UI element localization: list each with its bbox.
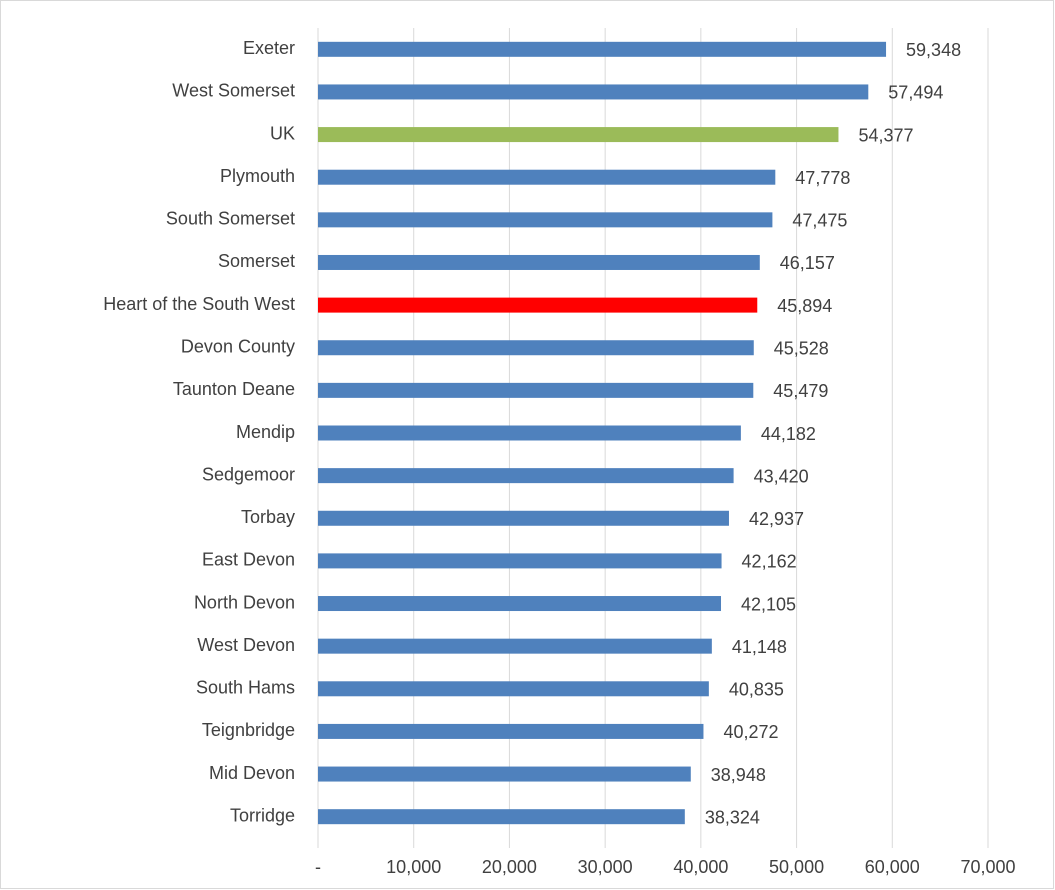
- bar: [318, 510, 729, 526]
- bar: [318, 425, 741, 441]
- value-label: 59,348: [906, 40, 961, 60]
- bar: [318, 382, 754, 398]
- y-tick-label: West Somerset: [172, 81, 295, 101]
- y-tick-label: West Devon: [197, 635, 295, 655]
- value-label: 46,157: [780, 253, 835, 273]
- y-tick-label: Plymouth: [220, 166, 295, 186]
- x-tick-label: 40,000: [673, 857, 728, 877]
- value-label: 42,105: [741, 594, 796, 614]
- bar: [318, 84, 869, 100]
- bar: [318, 596, 722, 612]
- value-label: 44,182: [761, 424, 816, 444]
- bar: [318, 254, 760, 270]
- bar: [318, 723, 704, 739]
- x-tick-label: 50,000: [769, 857, 824, 877]
- bar: [318, 297, 758, 313]
- x-tick-label: 30,000: [578, 857, 633, 877]
- bar: [318, 638, 712, 654]
- bar: [318, 468, 734, 484]
- bar: [318, 340, 754, 356]
- x-tick-label: 70,000: [960, 857, 1015, 877]
- y-tick-label: Torridge: [230, 805, 295, 825]
- y-tick-label: Somerset: [218, 251, 295, 271]
- y-tick-label: Teignbridge: [202, 720, 295, 740]
- value-label: 42,937: [749, 509, 804, 529]
- bar: [318, 553, 722, 569]
- value-label: 47,778: [795, 168, 850, 188]
- y-tick-label: Taunton Deane: [173, 379, 295, 399]
- bar: [318, 212, 773, 228]
- bar: [318, 41, 887, 57]
- y-tick-label: South Hams: [196, 678, 295, 698]
- y-tick-label: Mid Devon: [209, 763, 295, 783]
- y-tick-label: South Somerset: [166, 209, 295, 229]
- bar: [318, 681, 709, 697]
- x-tick-label: 60,000: [865, 857, 920, 877]
- value-label: 57,494: [888, 83, 943, 103]
- value-label: 45,479: [773, 381, 828, 401]
- bar: [318, 766, 691, 782]
- y-tick-label: North Devon: [194, 592, 295, 612]
- x-tick-label: -: [315, 857, 321, 877]
- value-label: 42,162: [742, 552, 797, 572]
- y-tick-label: Heart of the South West: [103, 294, 295, 314]
- x-tick-label: 10,000: [386, 857, 441, 877]
- y-tick-label: UK: [270, 123, 295, 143]
- bar: [318, 169, 776, 185]
- bar: [318, 127, 839, 143]
- value-label: 38,948: [711, 765, 766, 785]
- y-tick-label: Devon County: [181, 336, 295, 356]
- value-label: 40,272: [723, 722, 778, 742]
- value-label: 54,377: [858, 125, 913, 145]
- value-label: 47,475: [792, 211, 847, 231]
- bar: [318, 809, 685, 825]
- x-tick-label: 20,000: [482, 857, 537, 877]
- y-tick-label: Torbay: [241, 507, 295, 527]
- value-label: 45,528: [774, 338, 829, 358]
- y-tick-label: East Devon: [202, 550, 295, 570]
- value-label: 45,894: [777, 296, 832, 316]
- value-label: 41,148: [732, 637, 787, 657]
- y-tick-label: Mendip: [236, 422, 295, 442]
- value-label: 38,324: [705, 807, 760, 827]
- y-tick-label: Sedgemoor: [202, 464, 295, 484]
- value-label: 40,835: [729, 680, 784, 700]
- y-tick-label: Exeter: [243, 38, 295, 58]
- value-label: 43,420: [754, 466, 809, 486]
